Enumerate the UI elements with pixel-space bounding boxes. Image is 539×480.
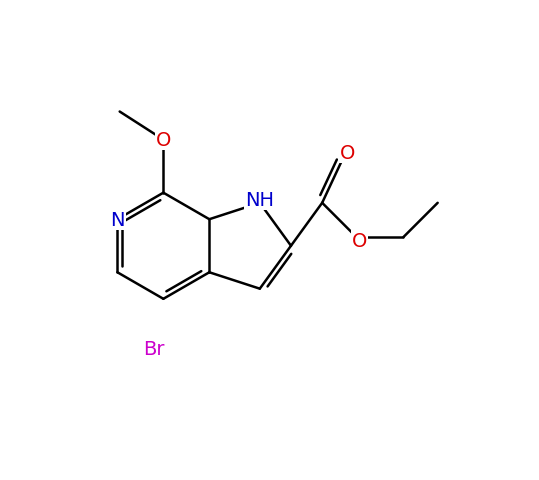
Text: NH: NH bbox=[245, 191, 274, 210]
Text: O: O bbox=[352, 231, 367, 250]
Text: N: N bbox=[110, 210, 125, 229]
Text: O: O bbox=[156, 131, 171, 150]
Text: O: O bbox=[340, 144, 355, 163]
Text: Br: Br bbox=[143, 339, 165, 359]
